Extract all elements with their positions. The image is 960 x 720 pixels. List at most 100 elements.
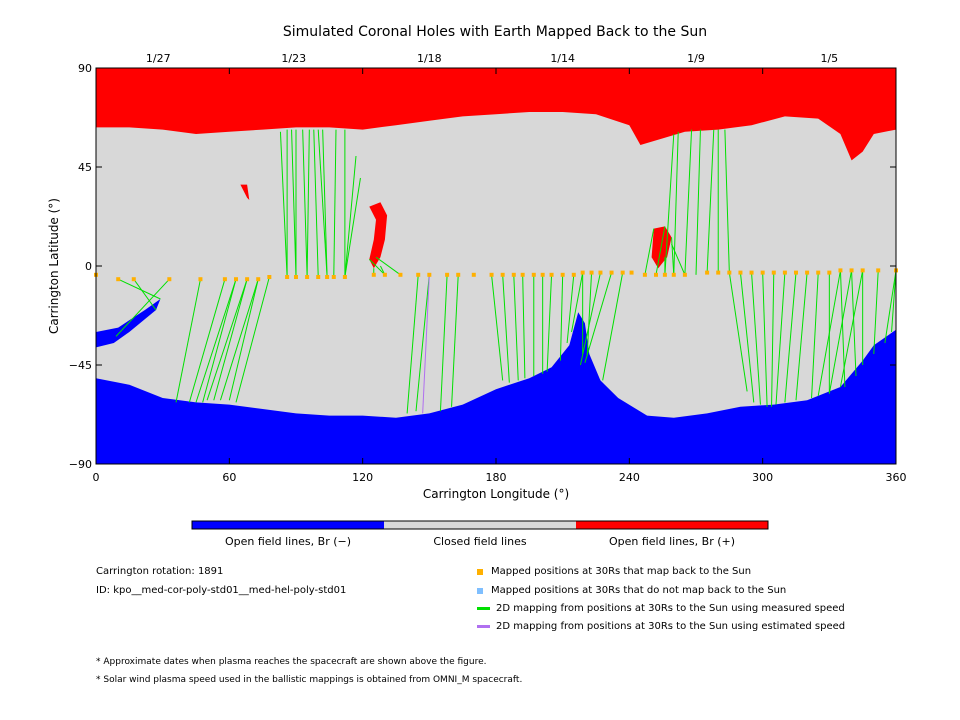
mapped-position-point	[598, 270, 603, 275]
colorbar-label-open-positive: Open field lines, Br (+)	[609, 535, 735, 548]
measured-speed-mapping-line	[439, 274, 448, 412]
mapped-position-point	[794, 270, 798, 275]
measured-speed-mapping-line	[566, 274, 575, 344]
mapped-position-point	[131, 277, 136, 282]
mapped-position-point	[245, 277, 250, 282]
measured-speed-mapping-line	[873, 270, 879, 355]
legend-label: 2D mapping from positions at 30Rs to the…	[496, 621, 846, 632]
measured-speed-mapping-line	[602, 272, 624, 381]
mapped-position-point	[331, 275, 336, 279]
mapped-position-point	[305, 275, 310, 279]
axes: 0 60 120 180 240 300 360 90 45 0 −45 −90 1/27 1/23 1/1…	[69, 52, 907, 484]
top-date-label: 1/27	[146, 52, 171, 65]
measured-speed-mapping-line	[188, 279, 226, 403]
x-tick-label: 360	[886, 471, 907, 484]
x-tick-label: 180	[486, 471, 507, 484]
legend-label: 2D mapping from positions at 30Rs to the…	[496, 603, 845, 614]
measured-speed-mapping-line	[751, 272, 761, 405]
mapped-position-point	[609, 270, 614, 275]
measured-speed-mapping-line	[491, 274, 504, 381]
measured-speed-mapping-line	[313, 129, 319, 278]
mapped-position-point	[838, 268, 843, 273]
positive-polarity-patch	[369, 202, 388, 269]
mapped-position-point	[316, 275, 321, 279]
y-axis-label: Carrington Latitude (°)	[47, 198, 61, 334]
measured-speed-mapping-line	[724, 129, 730, 273]
mapped-position-point	[849, 268, 854, 273]
mapped-position-point	[500, 272, 505, 277]
measured-speed-mapping-line	[546, 274, 553, 372]
mapped-position-point	[827, 270, 832, 275]
mapped-position-point	[771, 270, 776, 275]
mapped-position-point	[398, 272, 403, 277]
measured-speed-mapping-line	[279, 131, 288, 278]
mapped-position-point	[222, 277, 227, 282]
measured-speed-mapping-line	[851, 270, 857, 377]
measured-speed-mapping-line	[891, 270, 897, 333]
measured-speed-mapping-line	[206, 279, 248, 401]
measured-speed-mapping-line	[406, 274, 419, 414]
measured-speed-mapping-line	[219, 279, 259, 401]
map-plot-area	[94, 67, 898, 465]
measured-speed-mapping-line	[291, 129, 297, 278]
mapped-position-point	[382, 272, 387, 277]
mapped-position-point	[285, 275, 290, 279]
mapped-position-point	[256, 277, 261, 282]
measured-speed-mapping-line	[502, 274, 510, 383]
measured-speed-mapping-line	[344, 177, 361, 278]
measured-speed-mapping-line	[673, 131, 679, 275]
mapped-position-point	[540, 272, 545, 277]
positive-polarity-patch	[240, 184, 250, 200]
mapped-position-point	[629, 270, 634, 275]
mapped-position-point	[489, 272, 494, 277]
mapped-position-point	[549, 272, 554, 277]
x-axis-label: Carrington Longitude (°)	[423, 487, 569, 501]
mapped-position-point	[471, 272, 476, 277]
mapped-position-point	[671, 272, 676, 277]
mapped-position-point	[705, 270, 710, 275]
measured-speed-mapping-line	[671, 237, 675, 275]
measured-speed-mapping-line	[671, 243, 686, 275]
measured-speed-mapping-line	[839, 270, 864, 388]
mapped-position-point	[716, 270, 721, 275]
measured-speed-mapping-line	[202, 279, 237, 403]
legend-item-estimated-speed: 2D mapping from positions at 30Rs to the…	[477, 621, 845, 632]
legend-item-measured-speed: 2D mapping from positions at 30Rs to the…	[477, 603, 845, 614]
measured-speed-mapping-line	[771, 272, 775, 407]
measured-speed-mapping-line	[579, 272, 601, 366]
measured-speed-mapping-line	[739, 272, 755, 403]
measured-speed-mapping-line	[375, 256, 401, 276]
mapped-position-point	[860, 268, 865, 273]
green-line-icon	[477, 607, 490, 610]
chart-title: Simulated Coronal Holes with Earth Mappe…	[283, 24, 707, 40]
measured-speed-mapping-line	[795, 272, 808, 401]
mapped-position-point	[876, 268, 881, 273]
mapped-position-point	[760, 270, 765, 275]
mapped-position-point	[642, 272, 647, 277]
measured-speed-mapping-line	[522, 274, 526, 379]
measured-speed-mapping-line	[586, 272, 593, 357]
colorbar-label-closed: Closed field lines	[433, 535, 527, 548]
measured-speed-mapping-line	[322, 129, 328, 278]
mapped-position-point	[682, 272, 687, 277]
estimated-speed-mapping-line	[422, 274, 430, 414]
south-polar-open-field-region	[96, 312, 896, 464]
mapped-position-point	[427, 272, 432, 277]
y-tick-label: 90	[78, 62, 92, 75]
purple-line-icon	[477, 625, 490, 628]
y-tick-label: −45	[69, 359, 92, 372]
mapped-position-point	[782, 270, 787, 275]
mapped-position-point	[267, 275, 272, 279]
mapped-position-point	[749, 270, 754, 275]
measured-speed-mapping-line	[684, 129, 693, 275]
measured-speed-mapping-line	[344, 155, 357, 278]
measured-speed-mapping-line	[451, 274, 459, 407]
measured-speed-mapping-line	[415, 274, 430, 412]
colorbar-open-positive	[576, 521, 768, 529]
legend-item-unmapped: Mapped positions at 30Rs that do not map…	[477, 585, 786, 596]
x-tick-label: 120	[352, 471, 373, 484]
measured-speed-mapping-line	[695, 129, 701, 275]
mapped-position-point	[620, 270, 625, 275]
measured-speed-mapping-line	[775, 272, 786, 405]
colorbar-label-open-negative: Open field lines, Br (−)	[225, 535, 351, 548]
